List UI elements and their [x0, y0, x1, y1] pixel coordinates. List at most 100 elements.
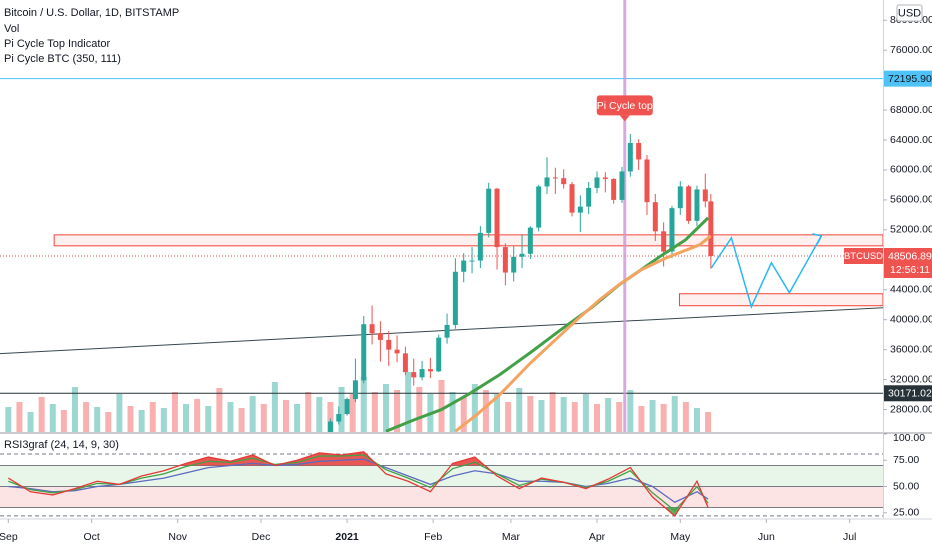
x-tick-label: Mar: [502, 531, 521, 543]
rsi-y-tick-label: 50.00: [893, 480, 919, 492]
volume-bar: [27, 412, 34, 432]
candle-body: [402, 353, 408, 373]
volume-bar: [227, 402, 234, 432]
volume-bar: [105, 412, 112, 432]
candle-body: [652, 202, 658, 232]
candle-body: [386, 339, 392, 350]
volume-bar: [249, 396, 256, 432]
volume-bar: [538, 400, 545, 432]
x-tick-label: May: [670, 531, 691, 543]
volume-bar: [560, 397, 567, 432]
last-price-label: 48506.89: [888, 250, 932, 262]
header-indicator: Pi Cycle Top Indicator: [4, 38, 111, 50]
rsi-line: [8, 454, 709, 512]
volume-bar: [616, 402, 623, 432]
currency-label[interactable]: USD: [898, 7, 921, 19]
volume-bar: [316, 397, 323, 432]
volume-bar: [593, 404, 600, 432]
rsi-line: [7, 451, 709, 517]
rsi-upper-band: [0, 465, 883, 487]
y-tick-label: 52000.00: [890, 224, 932, 236]
volume-bar: [516, 388, 523, 432]
x-tick-label: Feb: [424, 531, 442, 543]
volume-bar: [638, 406, 645, 432]
level-label-box: [884, 70, 932, 87]
candle-body: [619, 171, 625, 200]
volume-bar: [94, 407, 101, 432]
signal-label-box: [596, 95, 653, 116]
rsi-title: RSI3graf (24, 14, 9, 30): [4, 439, 119, 451]
candle-body: [677, 186, 683, 209]
y-tick-label: 40000.00: [890, 313, 932, 325]
volume-bar: [494, 394, 501, 432]
volume-bar: [194, 399, 201, 432]
volume-bar: [705, 412, 712, 432]
candle-body: [369, 324, 375, 334]
volume-bar: [449, 392, 456, 432]
candle-body: [702, 189, 708, 202]
volume-bar: [183, 404, 190, 432]
candle-body: [494, 188, 500, 248]
x-tick-label: Sep: [0, 531, 18, 543]
volume-bar: [16, 402, 23, 432]
candle-body: [419, 369, 425, 378]
candle-body: [536, 186, 542, 228]
volume-bar: [693, 408, 700, 432]
symbol-label: BTCUSD: [844, 251, 883, 262]
x-tick-label: 2021: [335, 531, 359, 543]
y-tick-label: 60000.00: [890, 164, 932, 176]
y-tick-label: 28000.00: [890, 403, 932, 415]
volume-bar: [471, 384, 478, 432]
candle-body: [694, 189, 700, 221]
moving-average: [385, 216, 710, 432]
x-tick-label: Nov: [168, 531, 187, 543]
overlay: Bitcoin / U.S. Dollar, 1D, BITSTAMP Vol …: [4, 4, 923, 451]
candle-body: [352, 380, 358, 400]
candle-body: [708, 201, 714, 257]
currency-box[interactable]: [896, 4, 923, 22]
y-tick-label: 64000.00: [890, 134, 932, 146]
volume-bar: [527, 396, 534, 432]
candle-body: [561, 178, 567, 185]
candle-body: [552, 177, 558, 179]
candle-body: [611, 178, 617, 200]
projection-path: [710, 235, 823, 309]
level-label-box: [884, 385, 932, 402]
volume-bar: [5, 407, 12, 432]
volume-bar: [605, 398, 612, 432]
volume-bar: [171, 392, 178, 432]
candle-body: [636, 143, 642, 160]
candle-body: [477, 232, 483, 261]
volume-bar: [138, 410, 145, 432]
rsi-y-tick-label: 100.00: [893, 432, 925, 444]
candle-body: [327, 421, 333, 432]
candle-body: [519, 253, 525, 257]
last-price-box: [884, 248, 932, 279]
candle-body: [527, 227, 533, 254]
volume-bar: [627, 390, 634, 432]
candle-body: [661, 231, 667, 252]
volume-bar: [327, 402, 334, 432]
x-tick-label: Jul: [843, 531, 856, 543]
x-tick-label: Oct: [83, 531, 99, 543]
volume-bar: [505, 402, 512, 432]
candle-body: [461, 260, 467, 272]
volume-bar: [149, 402, 156, 432]
candle-body: [394, 349, 400, 354]
volume-bar: [160, 408, 167, 432]
volume-bar: [660, 404, 667, 432]
volume-bar: [127, 406, 134, 432]
header-indicator: Vol: [4, 23, 19, 35]
volume-bar: [360, 377, 367, 432]
candle-body: [569, 184, 575, 213]
candle-body: [577, 206, 583, 213]
volume-bar: [305, 392, 312, 432]
level-label: 72195.90: [888, 73, 932, 85]
candle-body: [336, 414, 342, 422]
x-tick-label: Dec: [252, 531, 271, 543]
price-zone: [678, 293, 883, 307]
rsi-extreme-fill: [8, 451, 709, 466]
y-tick-label: 44000.00: [890, 284, 932, 296]
x-tick-label: Apr: [589, 531, 606, 543]
